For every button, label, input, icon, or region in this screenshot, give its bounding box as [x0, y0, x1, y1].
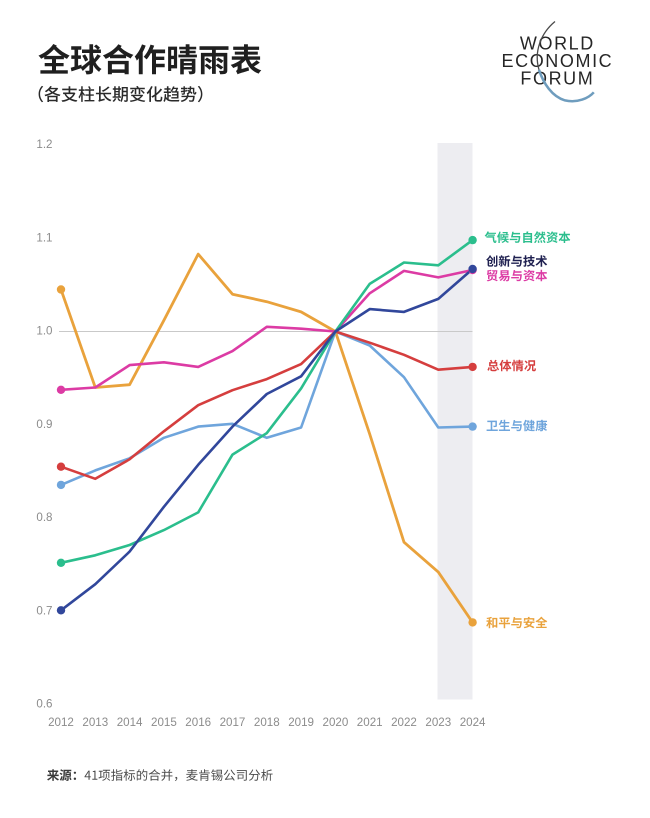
svg-text:2020: 2020 — [323, 716, 349, 729]
svg-text:2016: 2016 — [185, 716, 211, 729]
svg-text:2018: 2018 — [254, 716, 280, 729]
svg-text:2014: 2014 — [117, 716, 143, 729]
svg-text:1.2: 1.2 — [36, 138, 52, 151]
svg-text:2021: 2021 — [357, 716, 383, 729]
svg-text:2012: 2012 — [48, 716, 74, 729]
svg-text:ECONOMIC: ECONOMIC — [501, 51, 613, 71]
svg-text:1.0: 1.0 — [36, 325, 52, 338]
svg-text:2023: 2023 — [425, 716, 451, 729]
svg-text:FORUM: FORUM — [520, 69, 594, 89]
svg-text:2019: 2019 — [288, 716, 314, 729]
svg-text:2017: 2017 — [220, 716, 246, 729]
svg-text:1.1: 1.1 — [36, 231, 52, 244]
svg-text:0.6: 0.6 — [36, 698, 52, 711]
svg-text:2024: 2024 — [460, 716, 486, 729]
svg-text:2015: 2015 — [151, 716, 177, 729]
svg-text:0.7: 0.7 — [36, 605, 52, 618]
svg-text:2013: 2013 — [82, 716, 108, 729]
svg-text:0.8: 0.8 — [36, 511, 52, 524]
svg-text:0.9: 0.9 — [36, 418, 52, 431]
svg-text:2022: 2022 — [391, 716, 417, 729]
